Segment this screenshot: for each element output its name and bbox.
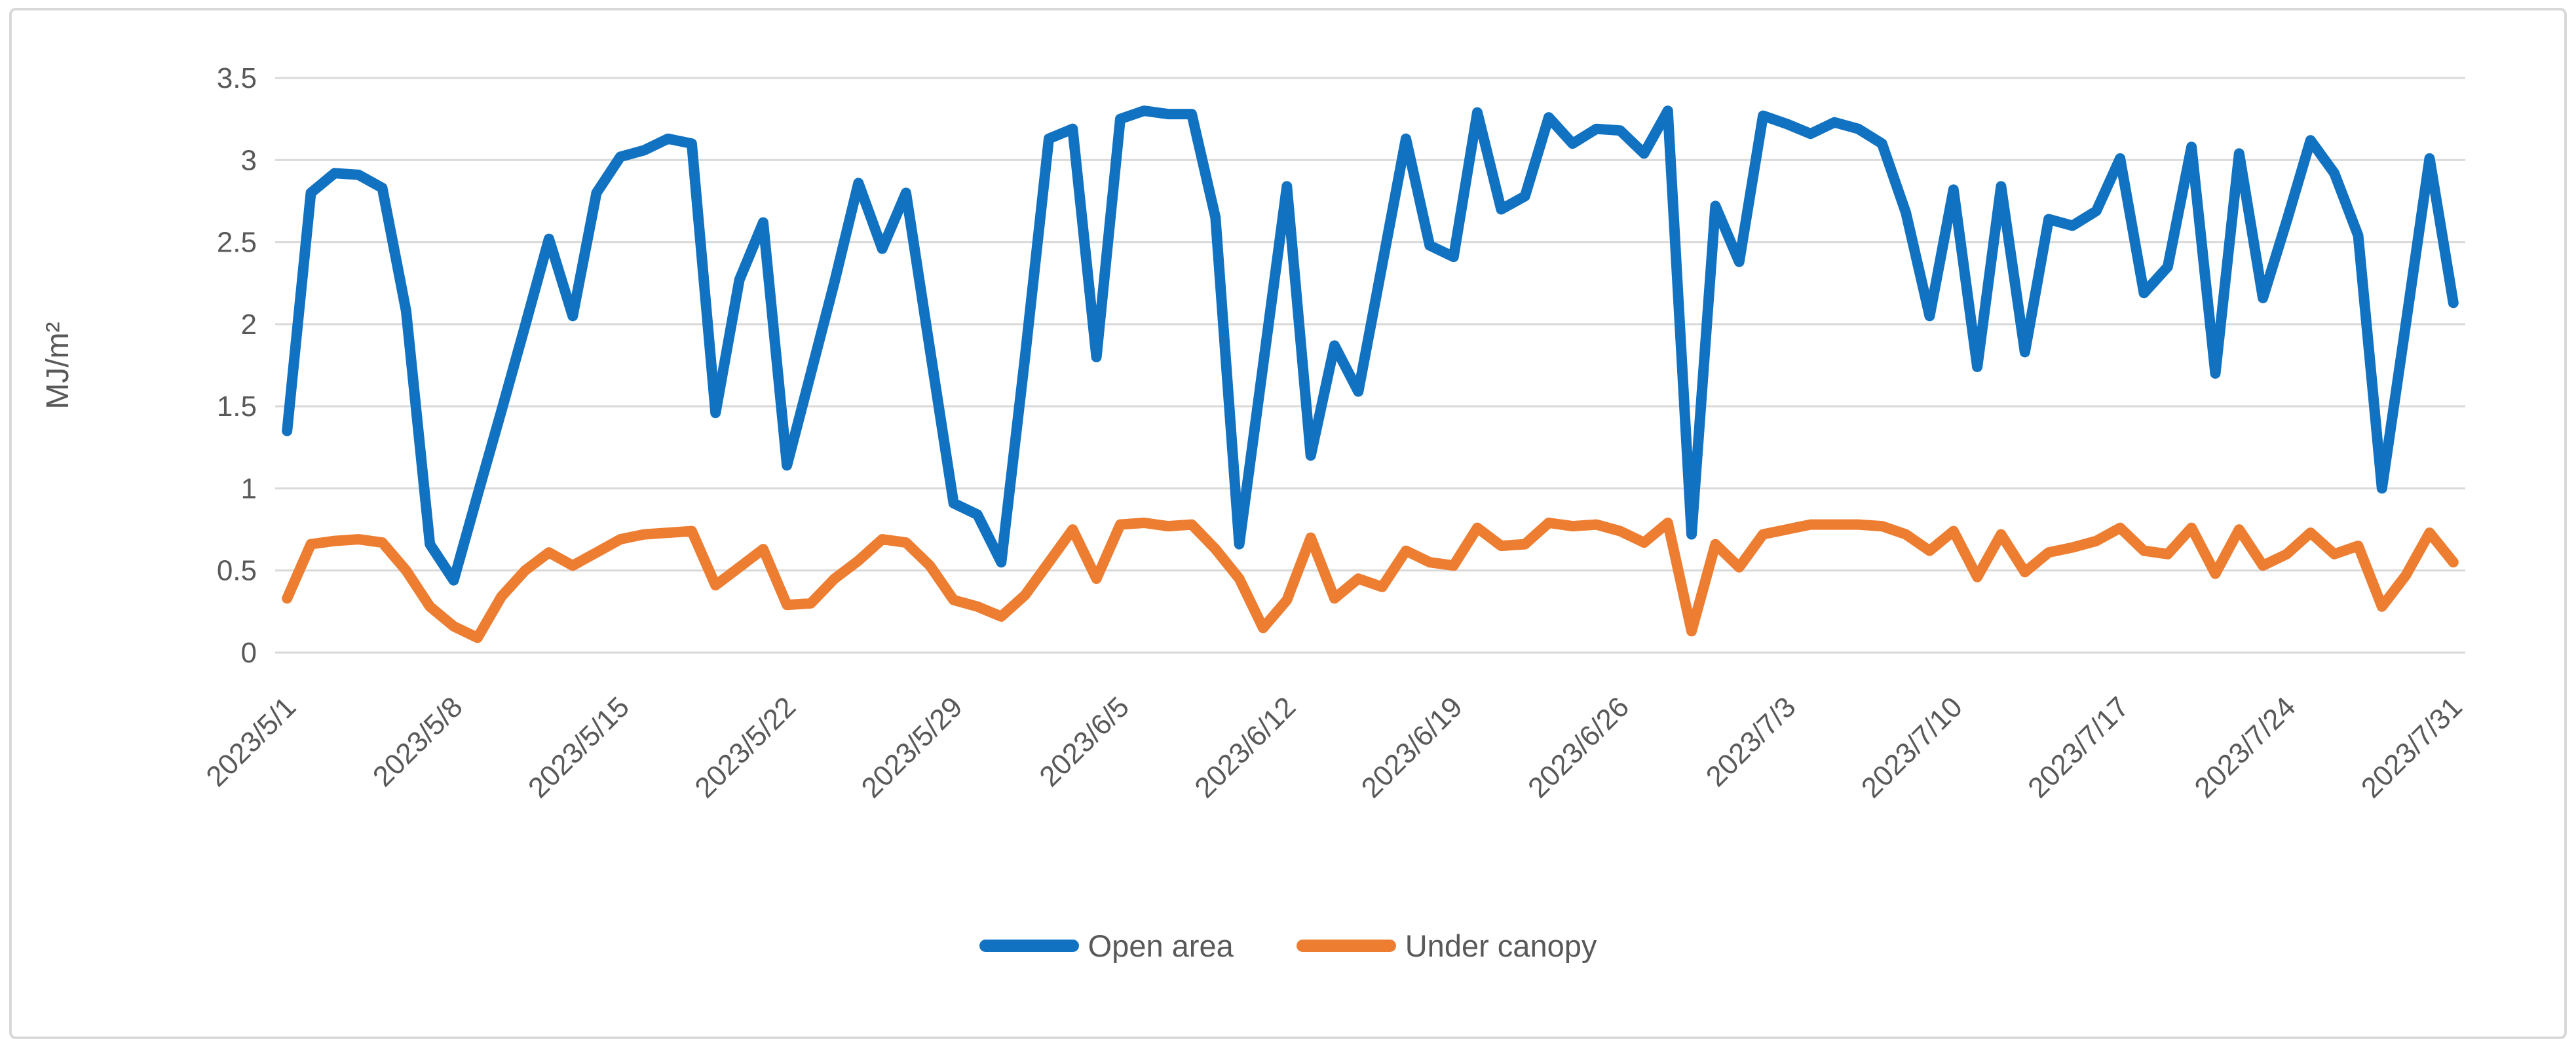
legend-item-open-area[interactable]: Open area (979, 930, 1234, 961)
y-tick-label: 1.5 (217, 390, 257, 423)
x-tick-label: 2023/7/10 (1855, 691, 1969, 804)
legend-label-under-canopy: Under canopy (1405, 928, 1597, 963)
chart-border-frame[interactable] (9, 8, 2567, 1039)
legend-label-open-area: Open area (1088, 928, 1234, 963)
y-tick-label: 3.5 (217, 62, 257, 94)
y-axis-title: MJ/m² (41, 322, 75, 409)
y-tick-label: 3 (241, 144, 257, 176)
x-axis-tick-labels: 2023/5/1 2023/5/8 2023/5/15 2023/5/22 2023/5… (200, 691, 2468, 804)
y-axis-tick-labels: 0 0.5 1 1.5 2 2.5 3 3.5 (217, 62, 257, 669)
legend-item-under-canopy[interactable]: Under canopy (1296, 928, 1597, 963)
x-tick-label: 2023/5/29 (856, 691, 969, 804)
x-tick-label: 2023/5/1 (200, 691, 302, 793)
open-area-line-icon (979, 939, 1079, 952)
chart-legend: Open area Under canopy (0, 916, 2576, 975)
x-tick-label: 2023/5/15 (522, 691, 635, 804)
x-tick-label: 2023/7/17 (2022, 691, 2135, 804)
x-tick-label: 2023/5/22 (689, 691, 802, 804)
y-tick-label: 1 (241, 472, 257, 504)
x-tick-label: 2023/6/5 (1033, 691, 1135, 793)
x-tick-label: 2023/6/12 (1188, 691, 1302, 804)
series-line-open-area[interactable] (282, 105, 2459, 586)
y-tick-label: 2.5 (217, 227, 257, 259)
data-series (282, 105, 2459, 643)
x-tick-label: 2023/6/26 (1522, 691, 1635, 804)
x-tick-label: 2023/6/19 (1355, 691, 1469, 804)
x-tick-label: 2023/7/24 (2188, 691, 2301, 804)
series-line-under-canopy[interactable] (282, 518, 2459, 643)
x-tick-label: 2023/5/8 (367, 691, 469, 793)
under-canopy-line-icon (1296, 939, 1396, 952)
gridlines (275, 77, 2465, 654)
x-tick-label: 2023/7/3 (1700, 691, 1802, 793)
y-tick-label: 0 (241, 637, 257, 669)
y-tick-label: 0.5 (217, 555, 257, 587)
y-tick-label: 2 (241, 309, 257, 341)
x-tick-label: 2023/7/31 (2355, 691, 2469, 804)
